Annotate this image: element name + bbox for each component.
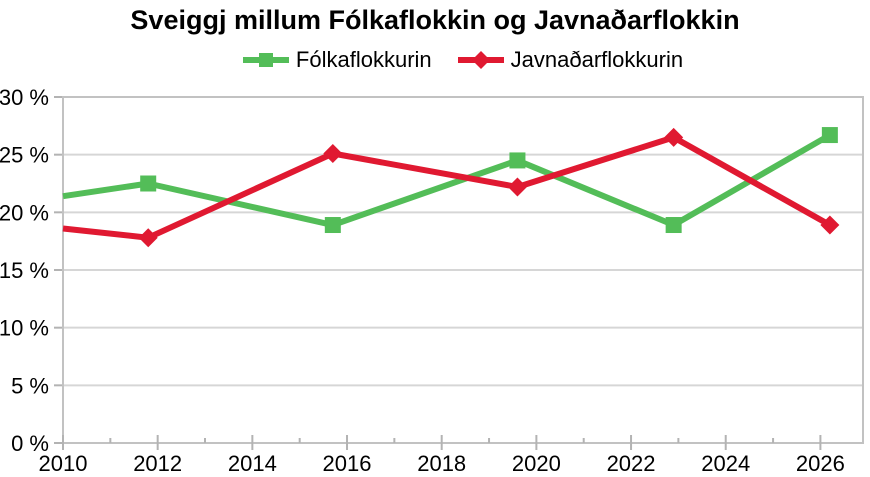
data-point-square-marker	[821, 127, 838, 144]
data-point-diamond-marker	[323, 144, 343, 164]
data-point-diamond-marker	[507, 177, 527, 197]
x-axis-label: 2016	[323, 451, 372, 476]
y-axis-label: 0 %	[11, 431, 49, 456]
x-axis-label: 2014	[228, 451, 277, 476]
y-axis-label: 15 %	[0, 258, 49, 283]
x-axis-label: 2020	[512, 451, 561, 476]
y-axis-label: 10 %	[0, 316, 49, 341]
x-axis-label: 2012	[133, 451, 182, 476]
x-axis-label: 2010	[39, 451, 88, 476]
legend: Fólkaflokkurin Javnaðarflokkurin	[28, 47, 870, 73]
x-axis-label: 2022	[607, 451, 656, 476]
legend-square-marker-icon	[242, 53, 289, 67]
plot-frame	[62, 96, 864, 444]
data-point-square-marker	[140, 175, 157, 192]
series-line-fólkaflokkurin	[62, 132, 832, 229]
y-axis-label: 25 %	[0, 143, 49, 168]
x-axis-label: 2024	[701, 451, 750, 476]
y-axis-label: 5 %	[11, 373, 49, 398]
data-point-diamond-marker	[820, 215, 840, 235]
chart-title: Sveiggj millum Fólkaflokkin og Javnaðarf…	[130, 5, 740, 35]
data-point-square-marker	[324, 217, 341, 234]
series-line-javnaðarflokkurin	[62, 134, 832, 241]
y-axis-label: 30 %	[0, 85, 49, 110]
legend-diamond-marker-icon	[457, 51, 504, 69]
x-axis-label: 2026	[796, 451, 845, 476]
x-axis-label: 2018	[417, 451, 466, 476]
legend-item-javnadarflokkurin: Javnaðarflokkurin	[457, 47, 684, 73]
y-axis-label: 20 %	[0, 200, 49, 225]
data-point-square-marker	[509, 152, 526, 169]
legend-label-javnadarflokkurin: Javnaðarflokkurin	[510, 47, 684, 72]
legend-item-folkaflokkurin: Fólkaflokkurin	[242, 47, 432, 73]
data-point-diamond-marker	[664, 127, 684, 147]
legend-label-folkaflokkurin: Fólkaflokkurin	[295, 47, 432, 72]
data-point-square-marker	[665, 217, 682, 234]
data-point-diamond-marker	[138, 228, 158, 248]
